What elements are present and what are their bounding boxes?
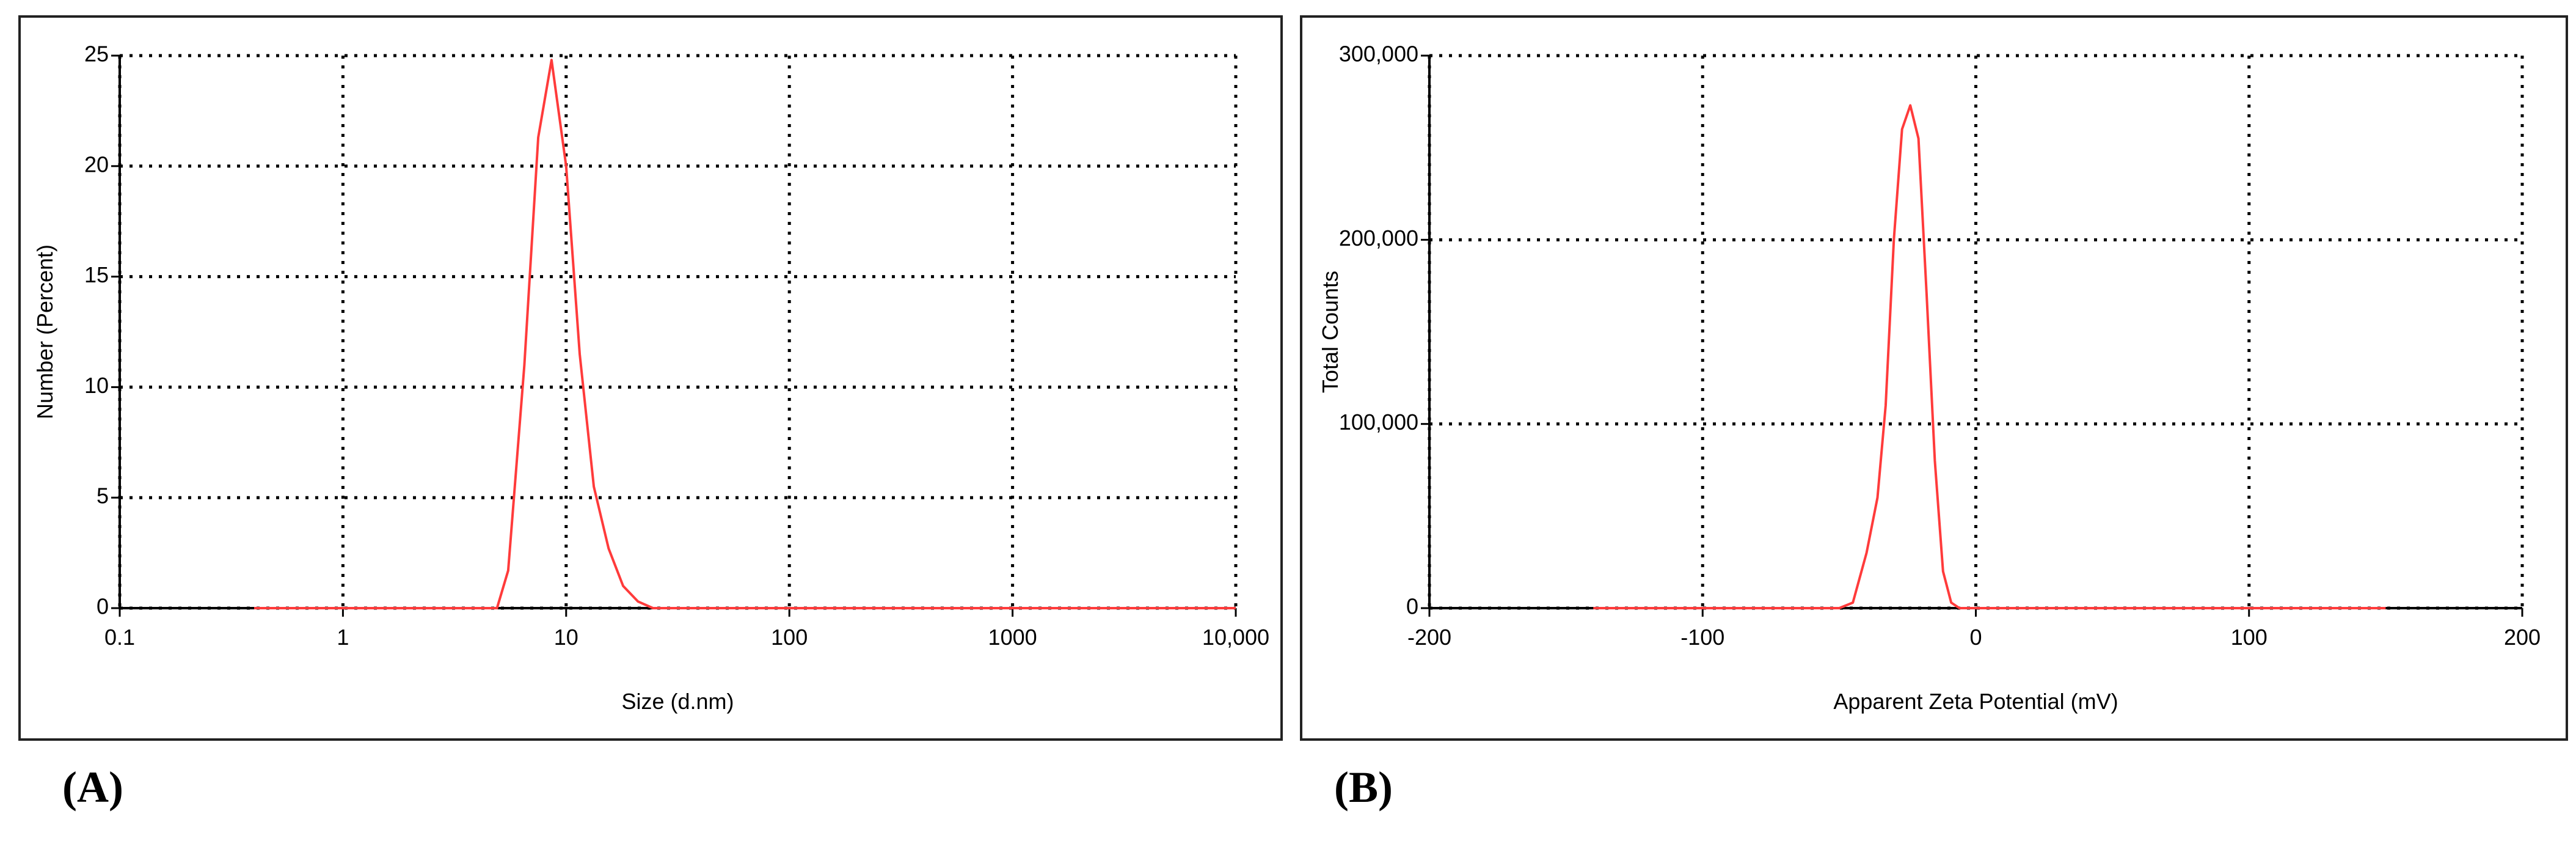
y-tick-label: 300,000	[1339, 42, 1418, 67]
y-tick-label: 10	[84, 373, 109, 398]
panel-frame	[1300, 15, 2568, 741]
y-axis-label: Number (Percent)	[32, 244, 57, 419]
x-tick-label: 0	[1969, 625, 1982, 650]
y-tick-label: 20	[84, 152, 109, 177]
data-line	[254, 59, 1236, 609]
x-tick-label: 0.1	[104, 625, 135, 650]
x-tick-label: 10,000	[1202, 625, 1269, 650]
panel-label: (A)	[62, 763, 123, 812]
x-tick-label: 200	[2504, 625, 2541, 650]
chart: 0 100,000 200,000 300,000 -200 -100 0 100 200 App…	[1318, 42, 2541, 812]
panel-label: (B)	[1334, 763, 1393, 812]
y-tick-label: 5	[97, 483, 109, 509]
x-axis-label: Apparent Zeta Potential (mV)	[1833, 689, 2118, 714]
chart: 0 5 10 15 20 25 0.1 1 10 100 1000 10,000 Size (d.nm)…	[32, 42, 1269, 812]
x-tick-label: -100	[1680, 625, 1724, 650]
y-tick-label: 0	[1406, 594, 1418, 619]
x-tick-label: 1000	[988, 625, 1037, 650]
x-axis-label: Size (d.nm)	[621, 689, 734, 714]
x-tick-label: -200	[1407, 625, 1451, 650]
x-tick-label: 100	[771, 625, 808, 650]
y-axis-label: Total Counts	[1318, 271, 1343, 393]
y-tick-label: 25	[84, 42, 109, 67]
y-tick-label: 200,000	[1339, 226, 1418, 251]
data-line	[1593, 104, 2386, 609]
y-tick-label: 0	[97, 594, 109, 619]
x-tick-label: 100	[2231, 625, 2268, 650]
panel-frame	[18, 15, 1283, 741]
y-tick-label: 100,000	[1339, 409, 1418, 435]
x-tick-label: 1	[337, 625, 349, 650]
y-tick-label: 15	[84, 262, 109, 287]
x-tick-label: 10	[554, 625, 578, 650]
